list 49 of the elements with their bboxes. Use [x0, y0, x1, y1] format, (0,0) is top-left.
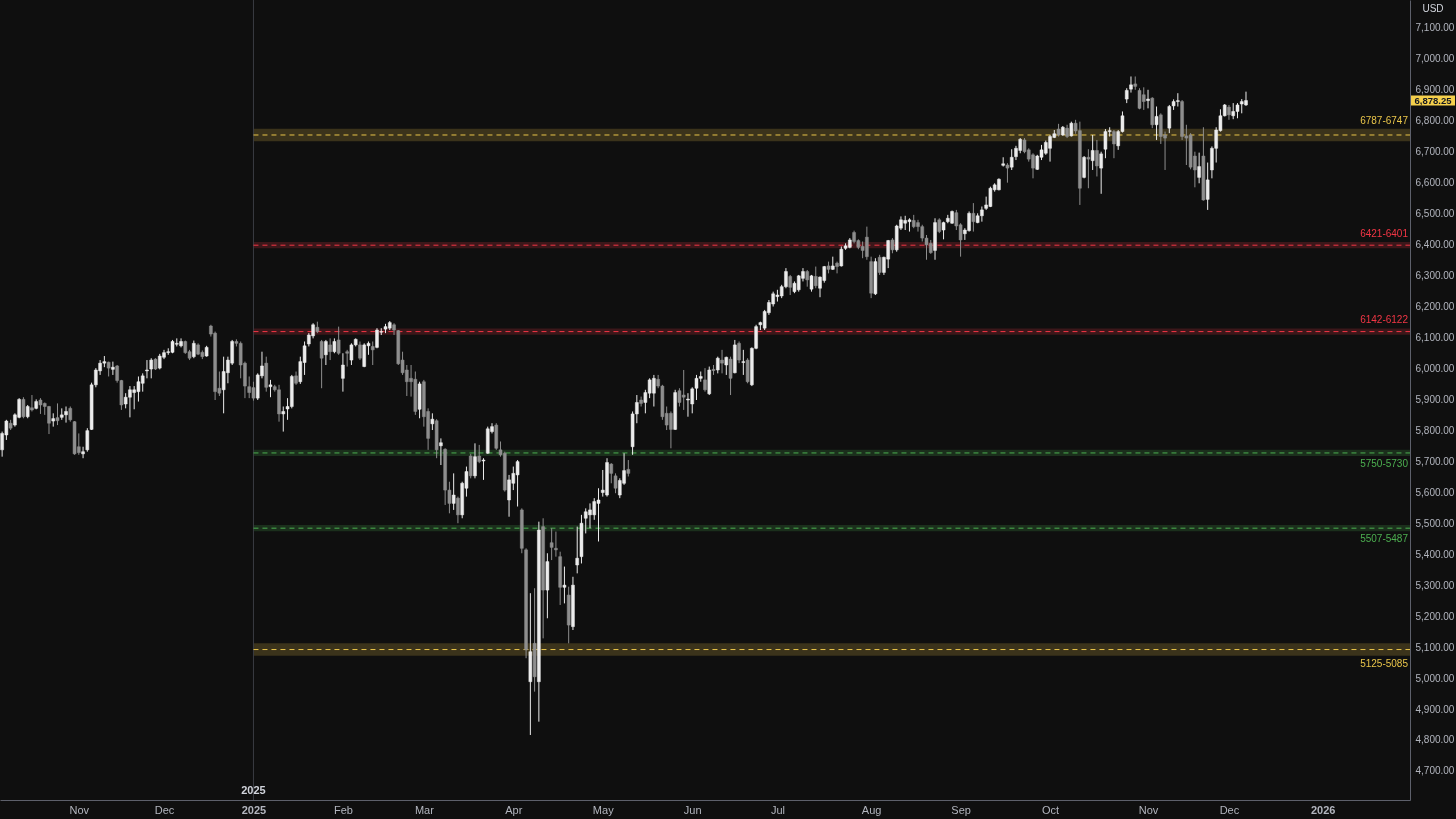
y-tick-label: 5,900.00: [1415, 393, 1455, 405]
band-label: 6142-6122: [1360, 314, 1409, 326]
y-tick-label: 4,700.00: [1415, 765, 1455, 777]
y-tick-label: 5,400.00: [1415, 548, 1455, 560]
text: 6,878.25: [1414, 94, 1453, 106]
x-tick-label: May: [592, 803, 615, 816]
y-tick-label: 7,000.00: [1415, 53, 1455, 65]
y-tick-label: 5,000.00: [1415, 672, 1455, 684]
y-tick-label: 6,900.00: [1415, 84, 1455, 96]
text: USD: [1422, 3, 1444, 14]
x-tick-label: Nov: [1138, 803, 1159, 816]
x-tick-label: Aug: [861, 803, 882, 816]
x-tick-label: Dec: [1219, 803, 1240, 816]
y-tick-label: 5,700.00: [1415, 455, 1455, 467]
y-tick-label: 4,800.00: [1415, 734, 1455, 746]
y-tick-label: 6,500.00: [1415, 208, 1455, 220]
y-tick-label: 7,100.00: [1415, 22, 1455, 34]
x-tick-label: Apr: [505, 803, 523, 816]
x-tick-label: Sep: [951, 803, 971, 816]
band-label: 5507-5487: [1360, 533, 1409, 545]
y-tick-label: 5,100.00: [1415, 641, 1455, 653]
band-label: 5125-5085: [1360, 657, 1409, 669]
y-tick-label: 6,600.00: [1415, 177, 1455, 189]
y-tick-label: 4,900.00: [1415, 703, 1455, 715]
x-tick-label: Feb: [333, 803, 353, 816]
y-tick-label: 5,200.00: [1415, 610, 1455, 622]
x-tick-label: 2026: [1310, 803, 1336, 816]
x-tick-label: Mar: [414, 803, 435, 816]
x-tick-label: 2025: [241, 803, 267, 816]
x-tick-label: Nov: [69, 803, 90, 816]
band-label: 6421-6401: [1360, 228, 1409, 240]
x-tick-label: Dec: [154, 803, 175, 816]
y-tick-label: 6,000.00: [1415, 362, 1455, 374]
band-label: 6787-6747: [1360, 114, 1409, 126]
x-tick-label: Oct: [1041, 803, 1060, 816]
ref-line-label: 2025: [241, 784, 266, 796]
y-tick-label: 5,600.00: [1415, 486, 1455, 498]
y-tick-label: 6,700.00: [1415, 146, 1455, 158]
y-tick-label: 6,100.00: [1415, 331, 1455, 343]
y-tick-label: 6,800.00: [1415, 115, 1455, 127]
y-tick-label: 5,500.00: [1415, 517, 1455, 529]
y-tick-label: 6,400.00: [1415, 239, 1455, 251]
y-tick-label: 6,200.00: [1415, 301, 1455, 313]
y-tick-label: 5,300.00: [1415, 579, 1455, 591]
x-tick-label: Jul: [770, 803, 785, 816]
band-label: 5750-5730: [1360, 458, 1409, 470]
y-tick-label: 6,300.00: [1415, 270, 1455, 282]
y-tick-label: 5,800.00: [1415, 424, 1455, 436]
x-tick-label: Jun: [683, 803, 702, 816]
